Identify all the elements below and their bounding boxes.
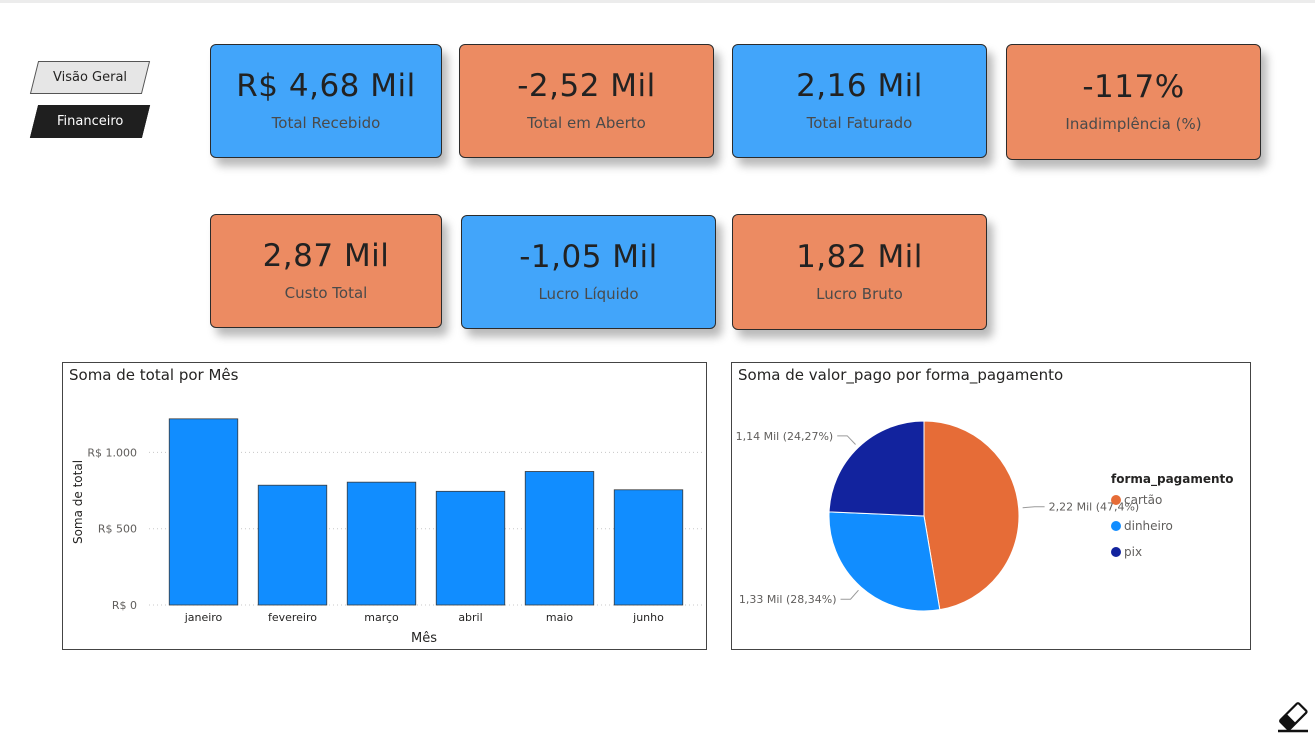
kpi-label: Lucro Líquido	[538, 284, 639, 303]
kpi-label: Lucro Bruto	[816, 284, 903, 303]
pie-slice-cartão[interactable]	[923, 420, 1020, 611]
nav-overview-label: Visão Geral	[52, 70, 128, 85]
x-tick-label: fevereiro	[268, 611, 317, 624]
leader-line	[840, 589, 859, 600]
kpi-card-total-recebido: R$ 4,68 Mil Total Recebido	[210, 44, 442, 158]
kpi-label: Total em Aberto	[527, 113, 646, 132]
bar[interactable]	[346, 481, 417, 606]
kpi-label: Inadimplência (%)	[1065, 114, 1202, 133]
eraser-icon[interactable]	[1276, 699, 1310, 733]
x-tick-label: abril	[458, 611, 482, 624]
pie-chart-title: Soma de valor_pago por forma_pagamento	[738, 366, 1064, 384]
x-tick-label: junho	[632, 611, 664, 624]
x-axis-label: Mês	[411, 631, 437, 646]
pie-slice-pix[interactable]	[828, 420, 925, 517]
kpi-card-lucro-liquido: -1,05 Mil Lucro Líquido	[461, 215, 716, 329]
legend-item-label[interactable]: dinheiro	[1124, 519, 1173, 533]
nav-finance-button[interactable]: Financeiro	[29, 105, 151, 138]
bar-chart-title: Soma de total por Mês	[69, 366, 239, 384]
legend-item-label[interactable]: pix	[1124, 545, 1142, 559]
legend-marker	[1111, 547, 1121, 557]
bar[interactable]	[435, 490, 506, 606]
y-tick-label: R$ 0	[112, 599, 137, 612]
pie-chart: 2,22 Mil (47,4%)1,33 Mil (28,34%)1,14 Mi…	[736, 420, 1234, 612]
kpi-value: -1,05 Mil	[519, 238, 658, 275]
nav-overview-button[interactable]: Visão Geral	[29, 61, 151, 94]
kpi-value: -117%	[1082, 68, 1185, 105]
bar-chart-panel[interactable]: Soma de total por Mês R$ 0 R$ 500 R$ 1.000…	[62, 362, 707, 650]
pie-data-label: 1,14 Mil (24,27%)	[736, 430, 834, 443]
bar[interactable]	[613, 489, 684, 606]
kpi-value: -2,52 Mil	[517, 67, 656, 104]
x-tick-label: janeiro	[184, 611, 223, 624]
leader-line	[837, 435, 856, 445]
kpi-card-custo-total: 2,87 Mil Custo Total	[210, 214, 442, 328]
kpi-value: 2,87 Mil	[262, 237, 390, 274]
bar[interactable]	[257, 484, 328, 606]
legend-marker	[1111, 495, 1121, 505]
y-tick-label: R$ 1.000	[87, 446, 137, 459]
bar[interactable]	[168, 418, 239, 606]
kpi-card-lucro-bruto: 1,82 Mil Lucro Bruto	[732, 214, 987, 330]
kpi-card-total-em-aberto: -2,52 Mil Total em Aberto	[459, 44, 714, 158]
x-tick-label: maio	[546, 611, 574, 624]
bar[interactable]	[524, 471, 595, 606]
pie-data-label: 1,33 Mil (28,34%)	[739, 593, 837, 606]
leader-line	[1022, 506, 1045, 509]
kpi-card-inadimplencia: -117% Inadimplência (%)	[1006, 44, 1261, 160]
kpi-value: R$ 4,68 Mil	[236, 67, 416, 104]
legend-title: forma_pagamento	[1111, 472, 1234, 487]
kpi-value: 1,82 Mil	[796, 238, 923, 275]
kpi-label: Custo Total	[284, 283, 368, 302]
kpi-label: Total Faturado	[806, 113, 913, 132]
x-tick-label: março	[364, 611, 399, 624]
y-axis-label: Soma de total	[71, 460, 85, 544]
pie-slice-dinheiro[interactable]	[828, 511, 941, 612]
top-border	[0, 0, 1315, 3]
bar-chart: R$ 0 R$ 500 R$ 1.000 janeiro fevereiro março…	[71, 418, 703, 646]
pie-chart-panel[interactable]: Soma de valor_pago por forma_pagamento 2…	[731, 362, 1251, 650]
legend-marker	[1111, 521, 1121, 531]
nav-finance-label: Financeiro	[56, 114, 124, 129]
kpi-card-total-faturado: 2,16 Mil Total Faturado	[732, 44, 987, 158]
legend-item-label[interactable]: cartão	[1124, 493, 1162, 507]
kpi-label: Total Recebido	[271, 113, 381, 132]
kpi-value: 2,16 Mil	[796, 67, 923, 104]
y-tick-label: R$ 500	[98, 523, 137, 536]
